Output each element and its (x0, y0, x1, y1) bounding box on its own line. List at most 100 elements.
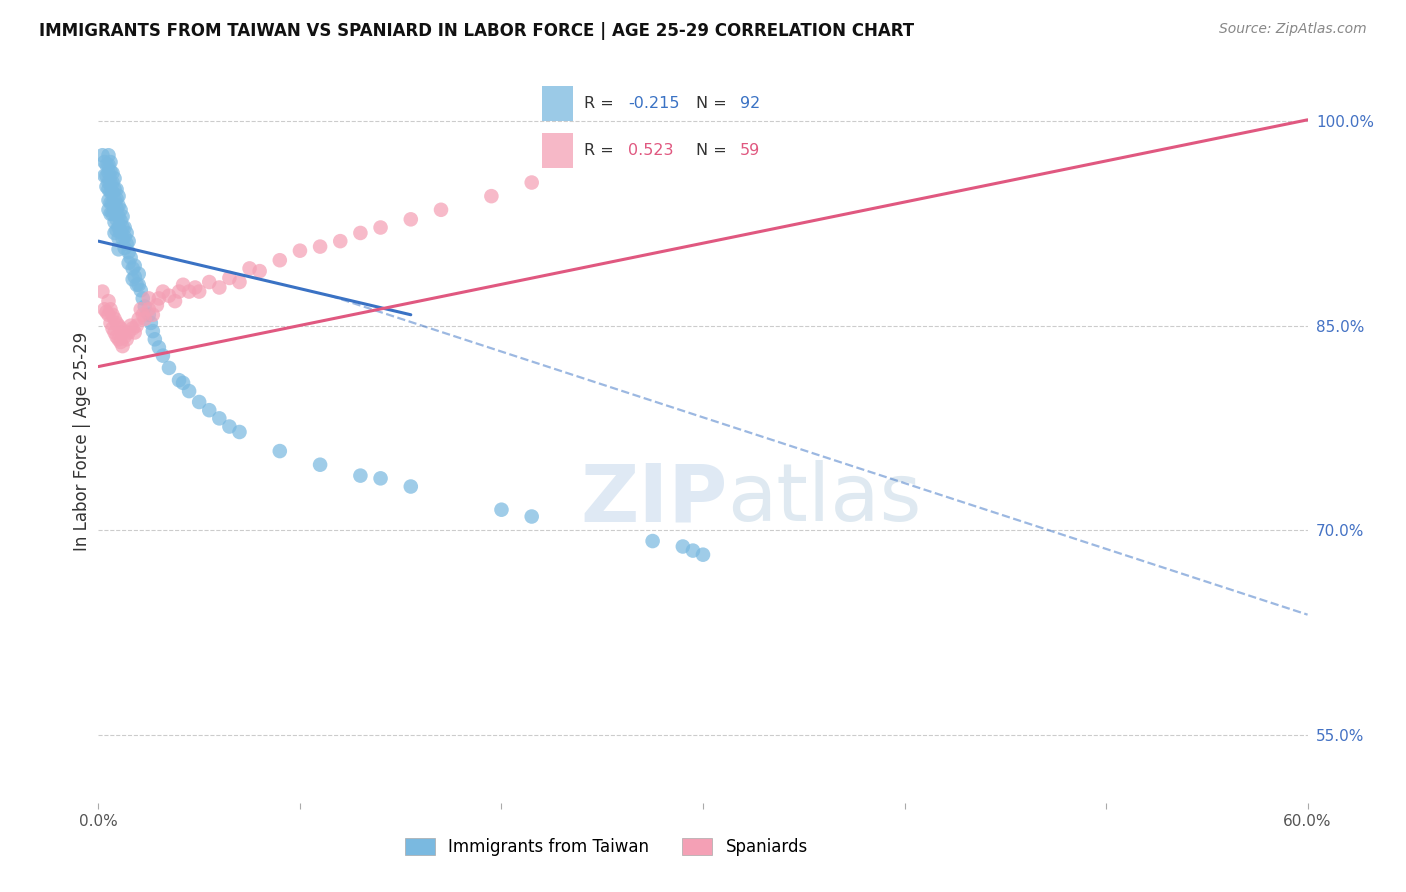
Point (309, 458, 332, 472)
Point (309, 239, 332, 253)
Point (114, 230, 136, 244)
Point (100, 196, 122, 211)
Point (110, 334, 132, 349)
Point (111, 326, 134, 340)
Point (101, 207, 124, 221)
Point (101, 308, 124, 322)
Point (132, 292, 155, 306)
Point (172, 277, 194, 292)
Point (249, 264, 271, 278)
Point (96, 169, 118, 183)
Point (97, 308, 120, 322)
Point (115, 332, 138, 346)
Point (198, 403, 221, 417)
Point (105, 329, 128, 343)
Point (138, 302, 160, 317)
Point (134, 311, 156, 326)
Text: IMMIGRANTS FROM TAIWAN VS SPANIARD IN LABOR FORCE | AGE 25-29 CORRELATION CHART: IMMIGRANTS FROM TAIWAN VS SPANIARD IN LA… (39, 22, 914, 40)
Point (111, 339, 134, 353)
Point (172, 376, 194, 390)
Text: N =: N = (696, 96, 727, 111)
Point (97, 176, 120, 190)
Point (118, 234, 141, 248)
Point (100, 155, 122, 169)
Point (91, 148, 114, 162)
Point (105, 223, 128, 237)
Point (124, 269, 146, 284)
Point (101, 196, 124, 211)
Point (118, 256, 141, 270)
Point (114, 241, 136, 255)
Point (399, 479, 422, 493)
Point (143, 332, 166, 346)
Point (138, 292, 160, 306)
Point (97, 148, 120, 162)
Point (228, 425, 250, 439)
Point (134, 300, 156, 314)
Point (93, 169, 115, 183)
Point (179, 285, 201, 299)
Point (148, 292, 170, 306)
Point (128, 277, 150, 292)
Point (188, 285, 211, 299)
Point (163, 294, 186, 309)
Point (93, 155, 115, 169)
Point (120, 251, 142, 265)
Point (329, 234, 352, 248)
Text: R =: R = (583, 96, 613, 111)
Point (148, 341, 170, 355)
Point (103, 215, 125, 229)
Point (101, 176, 124, 190)
Point (288, 244, 311, 258)
Point (105, 192, 128, 206)
Text: Source: ZipAtlas.com: Source: ZipAtlas.com (1219, 22, 1367, 37)
Point (481, 189, 503, 203)
Point (167, 285, 190, 299)
Point (184, 280, 207, 294)
Point (100, 164, 122, 178)
Point (107, 318, 129, 333)
Text: atlas: atlas (727, 460, 921, 539)
Point (520, 176, 543, 190)
Point (129, 302, 152, 317)
Point (157, 360, 180, 375)
Text: -0.215: -0.215 (628, 96, 679, 111)
Point (520, 509, 543, 524)
Point (138, 308, 160, 322)
Text: ZIP: ZIP (579, 460, 727, 539)
Point (370, 220, 392, 235)
Point (107, 243, 129, 257)
Bar (543, 87, 574, 121)
Point (121, 272, 143, 286)
Point (115, 236, 138, 251)
Point (93, 302, 115, 317)
Point (100, 302, 122, 317)
Point (179, 384, 201, 398)
Point (111, 231, 134, 245)
Point (105, 202, 128, 216)
Point (228, 275, 250, 289)
Point (100, 185, 122, 199)
Point (103, 171, 125, 186)
Point (370, 471, 392, 485)
Point (167, 373, 190, 387)
Point (269, 444, 291, 458)
Text: N =: N = (696, 144, 727, 158)
Point (430, 202, 453, 217)
Point (132, 308, 155, 322)
Point (124, 326, 146, 340)
Point (100, 176, 122, 190)
Point (105, 212, 128, 227)
Point (101, 321, 124, 335)
Point (110, 321, 132, 335)
Legend: Immigrants from Taiwan, Spaniards: Immigrants from Taiwan, Spaniards (405, 838, 808, 856)
Point (118, 326, 141, 340)
Point (101, 166, 124, 180)
Point (128, 267, 150, 281)
Point (100, 316, 122, 330)
Point (97, 294, 120, 309)
Point (103, 182, 125, 196)
Y-axis label: In Labor Force | Age 25-29: In Labor Force | Age 25-29 (73, 332, 91, 551)
Point (121, 261, 143, 276)
Point (96, 305, 118, 319)
